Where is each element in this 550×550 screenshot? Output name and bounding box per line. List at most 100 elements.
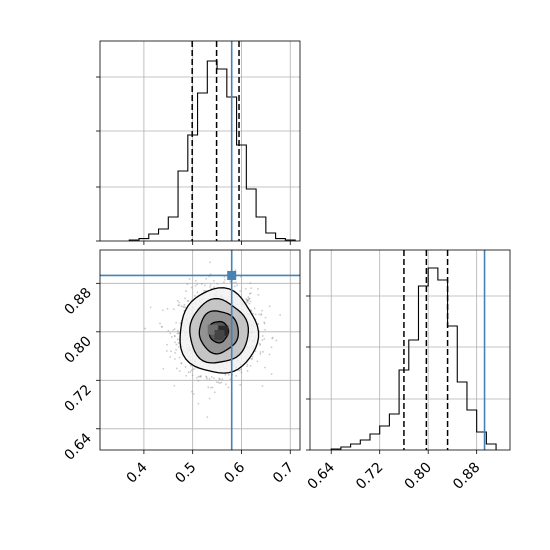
sample-point <box>184 297 186 300</box>
sample-point <box>182 305 185 308</box>
sample-point <box>211 386 214 389</box>
sample-point <box>191 374 194 377</box>
sample-point <box>177 342 180 344</box>
sample-point <box>263 338 266 340</box>
joint-x-tick-label: 0.7 <box>270 460 297 487</box>
sample-point <box>275 339 278 342</box>
sample-point <box>212 377 215 380</box>
sample-point <box>216 282 219 285</box>
sample-point <box>177 304 180 307</box>
sample-point <box>263 322 266 325</box>
sample-point <box>217 381 220 384</box>
joint-y-tick-label: 0.72 <box>61 382 94 415</box>
sample-point <box>209 284 212 286</box>
sample-point <box>251 355 254 358</box>
sample-point <box>174 335 176 338</box>
hist2-x-tick-label: 0.88 <box>450 460 483 493</box>
sample-point <box>190 369 193 372</box>
sample-point <box>206 377 208 380</box>
sample-point <box>194 279 197 282</box>
sample-point <box>246 370 249 372</box>
sample-point <box>173 328 176 330</box>
sample-point <box>229 280 232 283</box>
sample-point <box>197 375 200 378</box>
sample-point <box>149 306 152 309</box>
sample-point <box>247 296 250 299</box>
sample-point <box>183 304 186 306</box>
sample-point <box>173 358 176 360</box>
sample-point <box>250 357 253 360</box>
sample-point <box>175 343 178 346</box>
sample-point <box>184 366 187 368</box>
sample-point <box>160 325 163 328</box>
joint-y-tick-label: 0.88 <box>61 285 94 318</box>
joint-frame <box>99 249 301 451</box>
sample-point <box>213 286 216 288</box>
sample-point <box>261 339 264 342</box>
sample-point <box>268 353 271 356</box>
sample-point <box>259 342 261 345</box>
sample-point <box>251 357 254 360</box>
sample-point <box>193 368 195 370</box>
sample-point <box>176 299 179 302</box>
sample-point <box>174 341 176 344</box>
sample-point <box>184 290 187 292</box>
sample-point <box>213 279 215 282</box>
sample-point <box>183 306 186 309</box>
sample-point <box>239 383 242 386</box>
joint-y-tick-label: 0.80 <box>61 333 94 366</box>
sample-point <box>176 338 179 341</box>
hist2-x-tick-label: 0.64 <box>305 459 338 492</box>
sample-point <box>166 307 169 310</box>
sample-point <box>167 330 170 332</box>
sample-point <box>173 384 176 387</box>
sample-point <box>268 305 271 308</box>
sample-point <box>271 336 274 339</box>
histogram-panel-param1 <box>96 40 301 245</box>
sample-point <box>190 364 192 367</box>
sample-point <box>279 314 282 316</box>
sample-point <box>258 313 261 316</box>
sample-point <box>249 364 252 367</box>
sample-point <box>221 378 224 381</box>
sample-point <box>170 336 173 338</box>
sample-point <box>246 299 248 302</box>
sample-point <box>165 350 168 352</box>
sample-point <box>187 371 190 374</box>
sample-point <box>264 366 266 369</box>
sample-point <box>250 287 253 290</box>
sample-point <box>250 309 252 312</box>
sample-point <box>238 369 241 372</box>
sample-point <box>197 379 200 382</box>
joint-x-tick-label: 0.5 <box>172 460 199 487</box>
sample-point <box>259 353 262 355</box>
sample-point <box>256 360 259 363</box>
sample-point <box>190 390 193 393</box>
sample-point <box>254 313 257 316</box>
sample-point <box>261 335 264 337</box>
sample-point <box>224 383 227 386</box>
sample-point <box>257 293 260 296</box>
sample-point <box>253 307 256 310</box>
sample-point <box>206 416 209 419</box>
sample-point <box>270 373 273 375</box>
sample-point <box>177 346 180 348</box>
sample-point <box>260 314 262 317</box>
sample-point <box>210 386 212 389</box>
sample-point <box>210 376 213 378</box>
sample-point <box>194 284 197 287</box>
sample-point <box>222 281 225 284</box>
sample-point <box>169 356 172 358</box>
sample-point <box>196 291 199 294</box>
sample-point <box>218 382 221 385</box>
sample-point <box>257 323 260 325</box>
sample-point <box>197 402 200 405</box>
sample-point <box>247 299 249 302</box>
sample-point <box>245 287 247 290</box>
sample-point <box>247 299 249 301</box>
sample-point <box>195 376 198 379</box>
sample-point <box>180 305 183 308</box>
sample-point <box>270 346 273 349</box>
sample-point <box>264 328 266 331</box>
